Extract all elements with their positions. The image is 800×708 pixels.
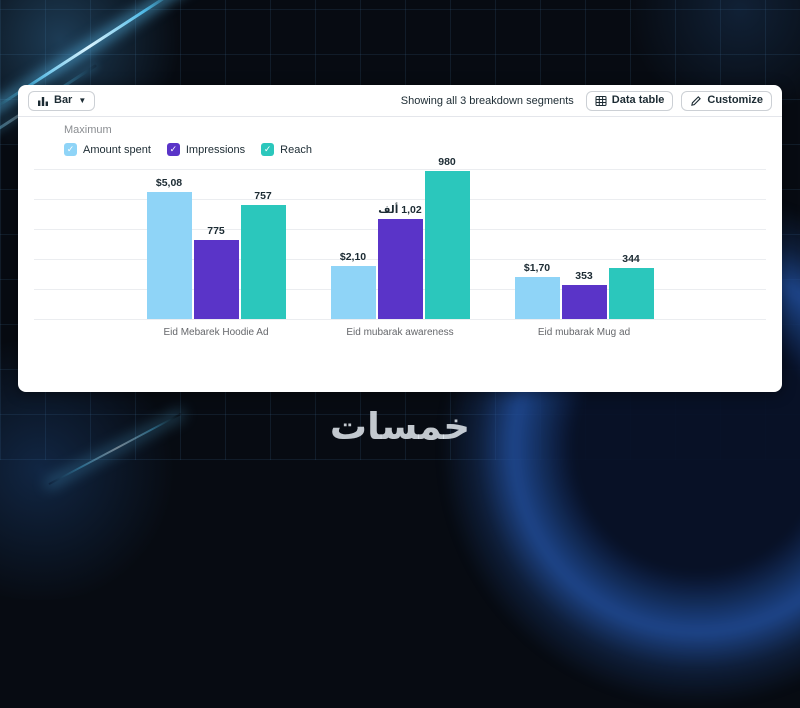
watermark-text: خمسات	[329, 405, 471, 448]
gridline	[34, 169, 766, 170]
gridline	[34, 199, 766, 200]
bar-chart-icon	[37, 95, 49, 107]
category-label: Eid mubarak Mug ad	[537, 327, 631, 338]
bar-impressions[interactable]: 353	[561, 270, 607, 319]
bar-value-label: 353	[575, 270, 593, 282]
legend-item-reach[interactable]: ✓ Reach	[261, 143, 312, 156]
bar-value-label: 775	[207, 225, 225, 237]
gridline	[34, 319, 766, 320]
pencil-icon	[690, 95, 702, 107]
chart-toolbar: Bar ▼ Showing all 3 breakdown segments D…	[18, 85, 782, 117]
legend: Maximum ✓ Amount spent ✓ Impressions ✓ R…	[18, 117, 782, 156]
chart-type-dropdown[interactable]: Bar ▼	[28, 90, 96, 111]
chevron-down-icon: ▼	[78, 95, 87, 105]
legend-item-impressions[interactable]: ✓ Impressions	[166, 143, 246, 156]
bar-amount-spent[interactable]: $1,70	[514, 262, 560, 319]
bar-value-label: 344	[622, 253, 640, 265]
chart-type-label: Bar	[54, 94, 73, 106]
bar-chart: $5,08 775 757 Eid Mebarek Hoodie Ad $2,10 1,0…	[34, 156, 766, 338]
data-table-button[interactable]: Data table	[585, 90, 674, 111]
customize-label: Customize	[707, 94, 763, 106]
chart-card: Bar ▼ Showing all 3 breakdown segments D…	[18, 85, 782, 392]
data-table-label: Data table	[611, 94, 665, 106]
legend-label: Reach	[280, 143, 312, 156]
segments-status-text: Showing all 3 breakdown segments	[400, 94, 574, 107]
bar-group: $1,70 353 344 Eid mubarak Mug ad	[514, 253, 654, 338]
checkbox-reach[interactable]: ✓	[261, 143, 275, 156]
bar-group: $2,10 1,02 ألف 980 Eid mubarak awareness	[330, 156, 470, 338]
checkbox-impressions[interactable]: ✓	[166, 143, 180, 156]
checkbox-amount-spent[interactable]: ✓	[64, 143, 77, 156]
bar-value-label: 1,02 ألف	[378, 204, 422, 216]
bar-value-label: $5,08	[155, 177, 183, 189]
legend-item-amount-spent[interactable]: ✓ Amount spent	[64, 143, 151, 156]
bar-value-label: $2,10	[339, 251, 367, 263]
legend-label: Impressions	[185, 143, 246, 156]
bar-reach[interactable]: 980	[424, 156, 470, 319]
bar-reach[interactable]: 757	[240, 190, 286, 319]
category-label: Eid mubarak awareness	[346, 327, 454, 338]
bar-value-label: 980	[438, 156, 456, 168]
bar-group: $5,08 775 757 Eid Mebarek Hoodie Ad	[146, 177, 286, 338]
customize-button[interactable]: Customize	[681, 90, 772, 111]
bar-amount-spent[interactable]: $5,08	[146, 177, 192, 319]
bar-value-label: $1,70	[523, 262, 551, 274]
legend-title: Maximum	[64, 124, 112, 136]
category-label: Eid Mebarek Hoodie Ad	[163, 327, 269, 338]
bar-reach[interactable]: 344	[608, 253, 654, 319]
bar-amount-spent[interactable]: $2,10	[330, 251, 376, 319]
bar-impressions[interactable]: 1,02 ألف	[377, 204, 423, 319]
bar-groups: $5,08 775 757 Eid Mebarek Hoodie Ad $2,10 1,0…	[34, 156, 766, 338]
toolbar-right: Showing all 3 breakdown segments Data ta…	[400, 90, 772, 111]
bar-impressions[interactable]: 775	[193, 225, 239, 319]
bar-value-label: 757	[254, 190, 272, 202]
legend-label: Amount spent	[83, 143, 151, 156]
legend-items: ✓ Amount spent ✓ Impressions ✓ Reach	[64, 143, 782, 156]
table-icon	[595, 95, 607, 107]
